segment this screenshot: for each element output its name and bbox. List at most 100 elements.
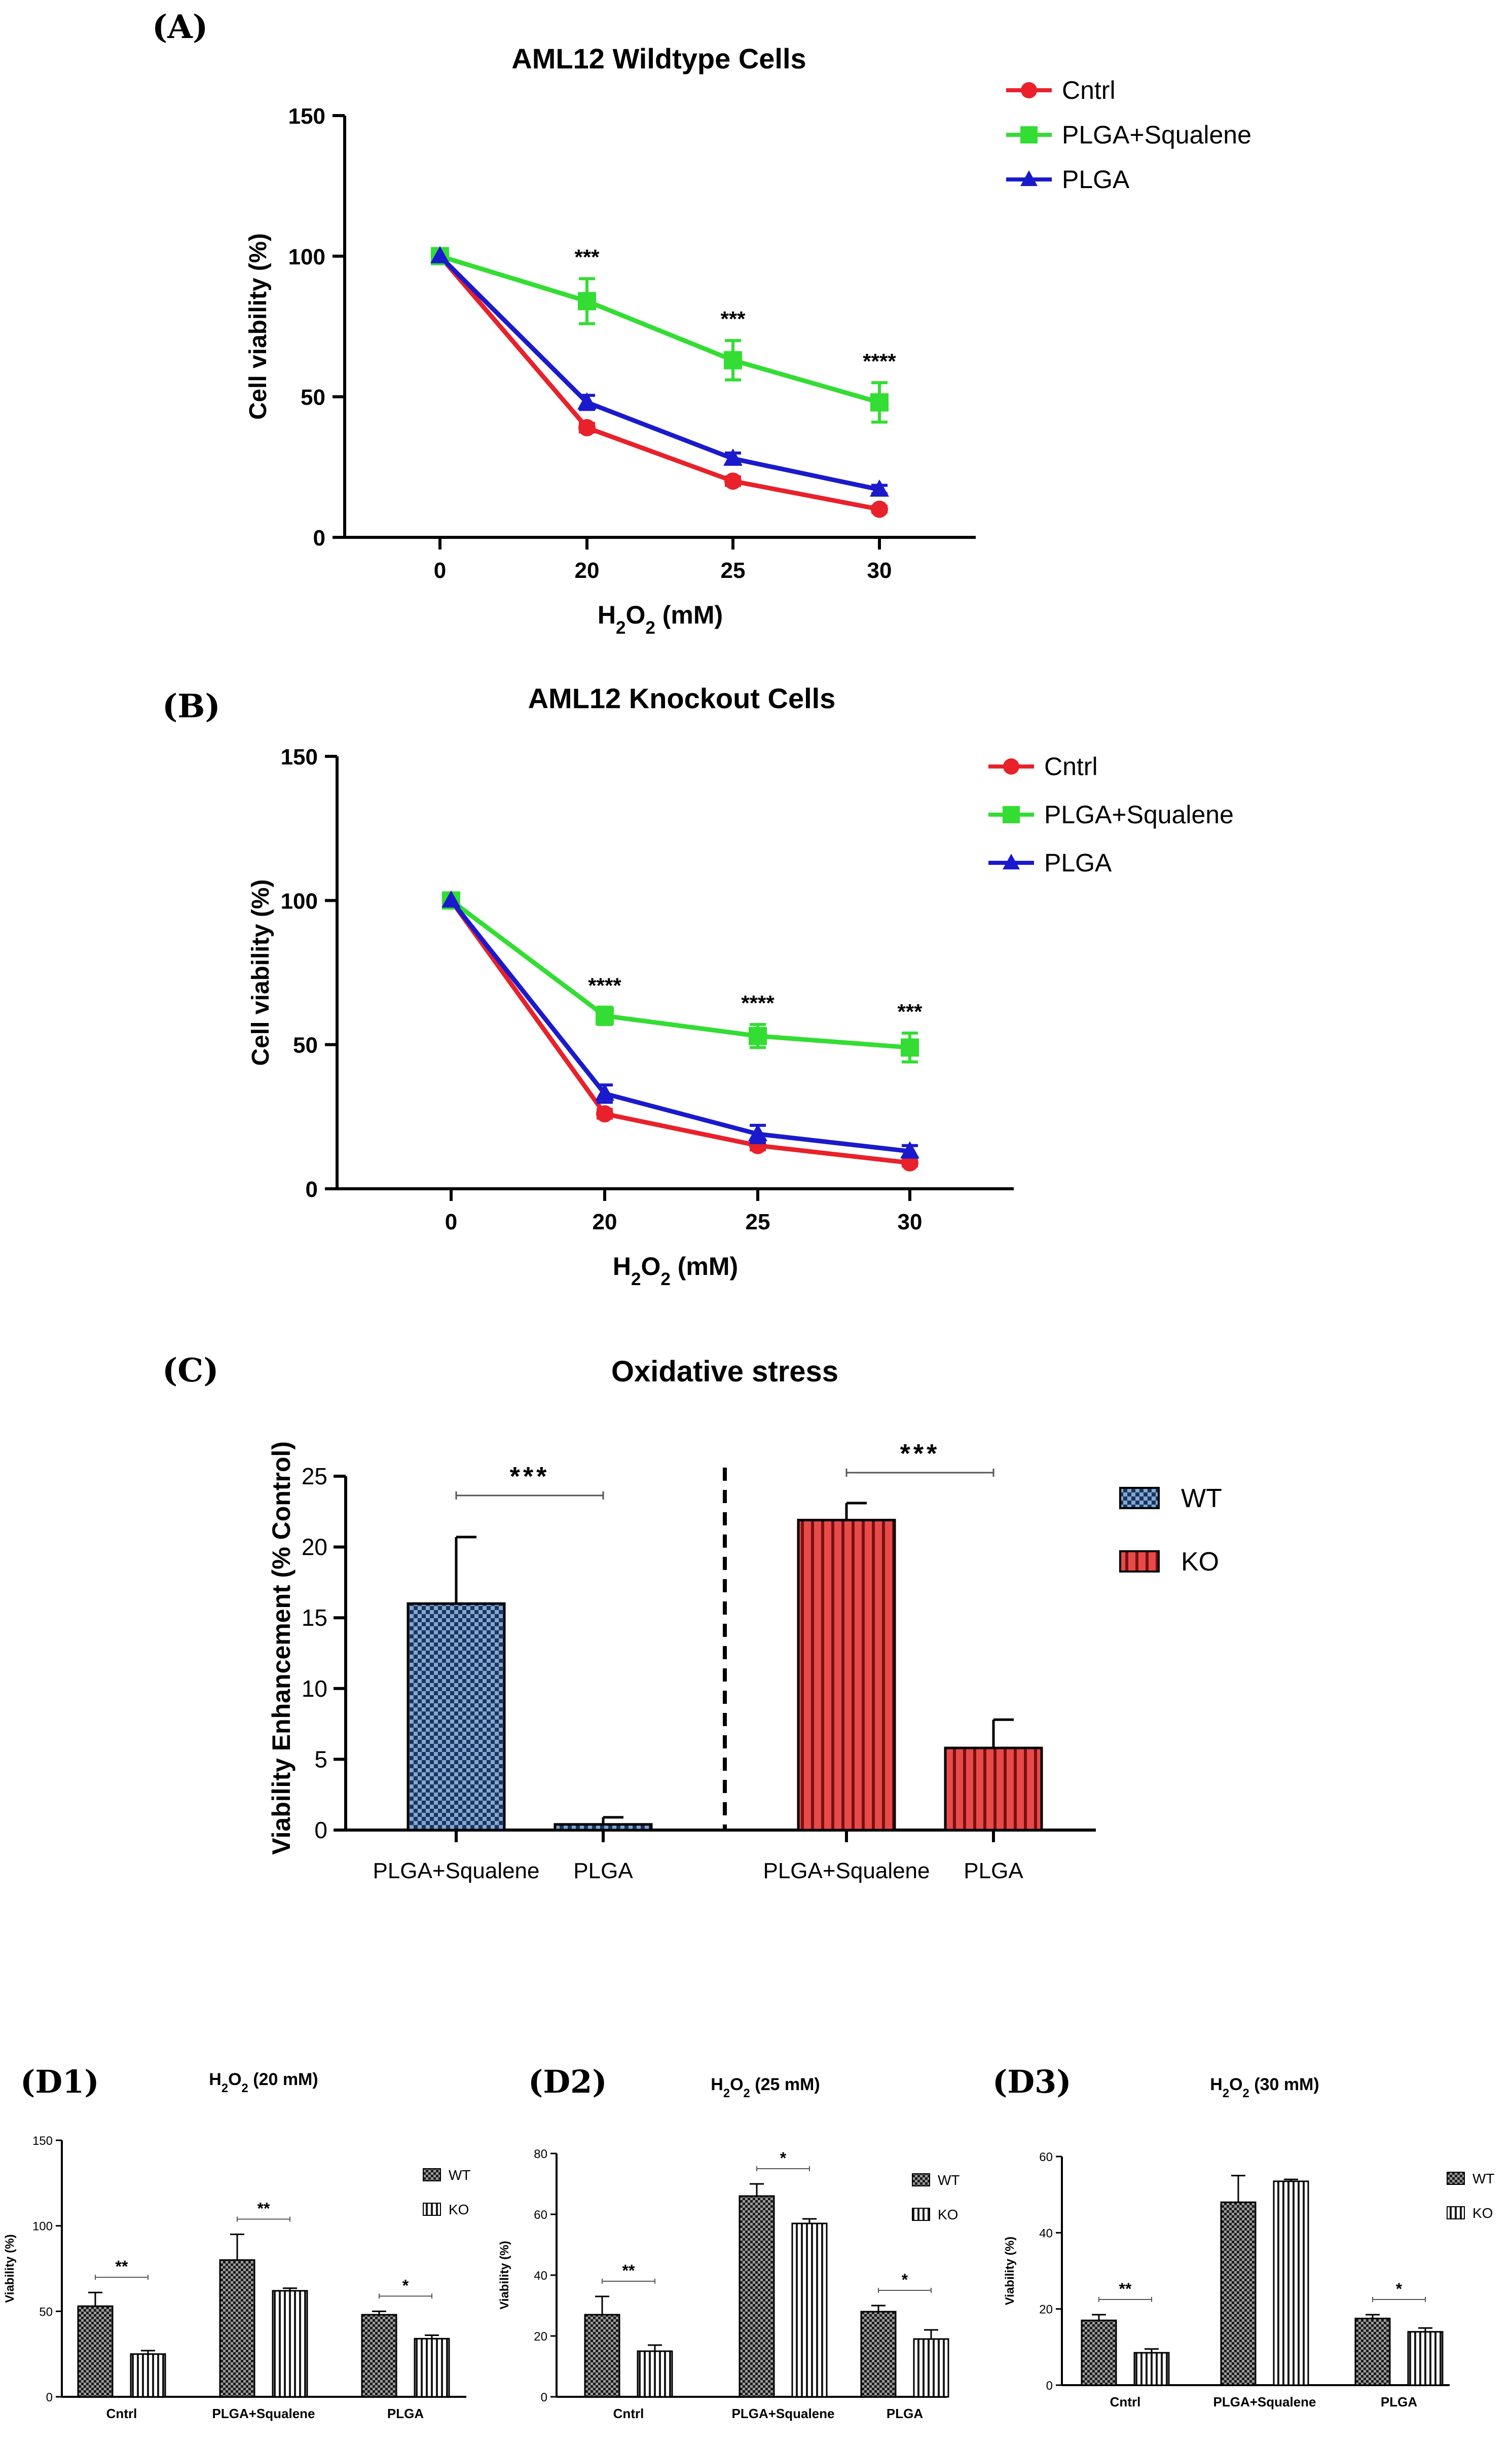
y-tick-label: 20 — [1039, 2303, 1053, 2317]
significance-label: **** — [741, 991, 775, 1015]
bar — [791, 2222, 828, 2398]
panel-label: (C) — [162, 1352, 219, 1390]
data-point — [870, 479, 889, 497]
legend-label: PLGA+Squalene — [1044, 800, 1234, 829]
significance-label: * — [1396, 2280, 1403, 2298]
significance-label: *** — [897, 1000, 923, 1024]
y-tick-label: 50 — [39, 2305, 53, 2319]
legend-marker — [1020, 126, 1038, 143]
bar — [554, 1823, 653, 1832]
legend-swatch — [1447, 2172, 1465, 2185]
y-tick-label: 60 — [534, 2208, 547, 2222]
y-tick-label: 25 — [302, 1463, 327, 1489]
series-line-Cntrl — [438, 254, 880, 512]
data-point — [577, 392, 597, 410]
x-tick-label: PLGA+Squalene — [732, 2406, 835, 2421]
panel-label: (A) — [152, 8, 208, 46]
significance-label: ** — [622, 2261, 635, 2280]
bar — [1220, 2201, 1257, 2386]
data-point — [901, 1038, 919, 1057]
data-point — [724, 351, 742, 370]
bar — [361, 2314, 397, 2398]
x-tick-label: 25 — [721, 558, 746, 583]
y-tick-label: 5 — [314, 1746, 327, 1772]
chart-D1: (D1) H2O2 (20 mM) 0 50 100 150 Viability (%) Cn… — [3, 2063, 471, 2421]
y-tick-label: 20 — [534, 2330, 547, 2344]
legend-label: WT — [938, 2172, 960, 2188]
significance-label: * — [402, 2276, 409, 2294]
data-point — [723, 448, 743, 466]
y-tick-label: 80 — [534, 2147, 547, 2161]
x-tick-label: PLGA — [387, 2406, 424, 2421]
y-tick-label: 0 — [314, 1817, 327, 1843]
chart-title: H2O2 (30 mM) — [1210, 2075, 1319, 2100]
legend-label: Cntrl — [1044, 752, 1098, 781]
significance-label: * — [902, 2271, 908, 2289]
data-point — [430, 246, 450, 264]
chart-title: H2O2 (25 mM) — [711, 2075, 820, 2100]
bar — [913, 2338, 949, 2398]
series-line-PLGA+Squalene — [450, 898, 910, 1050]
y-tick-label: 50 — [301, 385, 325, 410]
chart-title: AML12 Knockout Cells — [528, 682, 836, 714]
x-tick-label: 20 — [575, 558, 600, 583]
data-point — [900, 1141, 919, 1159]
y-tick-label: 150 — [32, 2134, 53, 2148]
y-tick-label: 40 — [1039, 2226, 1053, 2240]
legend-swatch — [912, 2173, 930, 2186]
bar — [1354, 2317, 1391, 2386]
bar — [1407, 2331, 1444, 2386]
data-point — [748, 1123, 767, 1141]
x-tick-label: Cntrl — [1110, 2394, 1141, 2409]
significance-label: *** — [510, 1462, 550, 1491]
bar — [272, 2290, 308, 2398]
legend-label: PLGA+Squalene — [1062, 121, 1251, 149]
y-tick-label: 60 — [1039, 2150, 1053, 2164]
significance-label: **** — [863, 349, 896, 373]
data-point — [870, 393, 889, 412]
bar — [1273, 2180, 1309, 2386]
chart-title: H2O2 (20 mM) — [209, 2070, 318, 2095]
bar — [1081, 2319, 1117, 2386]
bar — [584, 2314, 620, 2398]
legend-swatch — [1447, 2206, 1465, 2219]
x-tick-label: PLGA — [887, 2406, 923, 2421]
legend-swatch — [1119, 1550, 1160, 1573]
chart-D3: (D3) H2O2 (30 mM) 0 20 40 60 Viability (%) Cntr… — [992, 2063, 1495, 2409]
x-axis-label: H2O2 (mM) — [598, 601, 723, 638]
y-axis-label: Viability Enhancement (% Control) — [267, 1441, 296, 1855]
significance-label: *** — [900, 1439, 940, 1469]
bar — [130, 2353, 166, 2398]
data-point — [595, 1083, 614, 1101]
legend-marker — [1003, 758, 1019, 775]
legend-swatch — [1119, 1487, 1160, 1509]
significance-label: *** — [720, 307, 746, 331]
bar — [77, 2305, 114, 2398]
x-tick-label: PLGA+Squalene — [373, 1858, 539, 1883]
x-tick-label: 0 — [445, 1210, 457, 1234]
y-axis-label: Viability (%) — [498, 2241, 511, 2310]
series-line-Cntrl — [449, 899, 910, 1165]
x-tick-label: PLGA+Squalene — [212, 2406, 315, 2421]
y-axis-label: Cell viability (%) — [247, 879, 274, 1066]
y-tick-label: 100 — [281, 889, 318, 914]
data-point — [724, 472, 742, 490]
bar — [637, 2350, 673, 2398]
series-line-PLGA+Squalene — [439, 254, 880, 405]
legend-label: WT — [449, 2167, 471, 2183]
y-tick-label: 20 — [302, 1534, 327, 1560]
x-tick-label: Cntrl — [613, 2406, 644, 2421]
legend-swatch — [423, 2203, 441, 2216]
data-point — [578, 419, 596, 436]
series-line-PLGA — [449, 899, 910, 1154]
y-tick-label: 0 — [313, 526, 325, 551]
data-point — [596, 1006, 614, 1025]
bar — [944, 1746, 1043, 1832]
chart-title: AML12 Wildtype Cells — [511, 43, 806, 75]
y-tick-label: 0 — [1046, 2379, 1053, 2393]
legend-swatch — [423, 2168, 441, 2181]
bar — [860, 2311, 897, 2398]
y-tick-label: 15 — [302, 1604, 327, 1631]
panel-label: (D2) — [528, 2063, 607, 2100]
